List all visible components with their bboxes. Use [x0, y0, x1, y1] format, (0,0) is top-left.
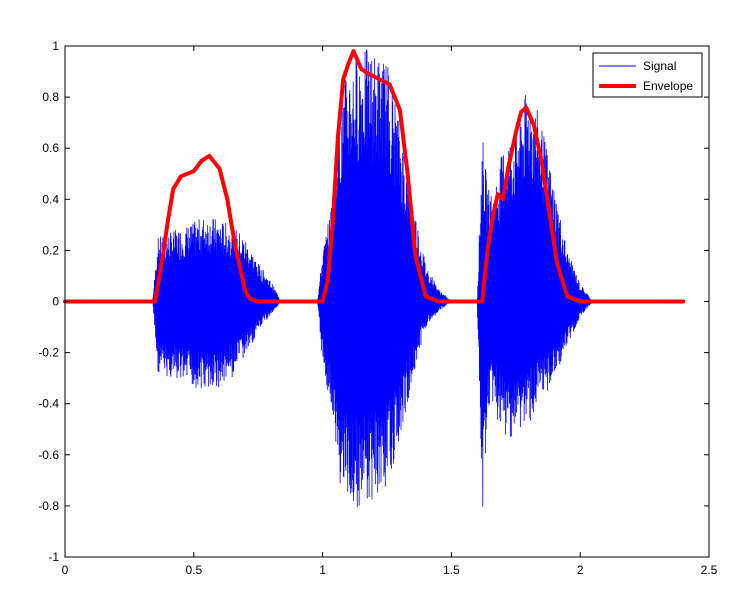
- x-tick-label: 0: [62, 563, 69, 577]
- envelope-line: [63, 49, 686, 304]
- y-tick-label: -1: [48, 550, 59, 564]
- y-tick-label: 0.2: [42, 243, 59, 257]
- y-tick-label: 0.8: [42, 90, 59, 104]
- legend-box: [592, 52, 703, 98]
- legend-signal-label: Signal: [643, 59, 676, 73]
- y-tick-label: -0.6: [38, 448, 59, 462]
- signal-layer: [65, 49, 684, 508]
- x-tick-label: 1.5: [443, 563, 460, 577]
- legend-envelope-label: Envelope: [643, 79, 693, 93]
- y-tick-label: -0.2: [38, 346, 59, 360]
- y-tick-label: 0.4: [42, 192, 59, 206]
- signal-line: [65, 49, 684, 508]
- y-axis-ticks: -1 -0.8 -0.6 -0.4 -0.2 0 0.2 0.4 0.6 0.8 1: [38, 39, 709, 564]
- y-tick-label: 0.6: [42, 141, 59, 155]
- y-tick-label: 0: [52, 295, 59, 309]
- x-tick-label: 2.5: [701, 563, 718, 577]
- x-tick-label: 1: [319, 563, 326, 577]
- y-tick-label: 1: [52, 39, 59, 53]
- envelope-layer: [63, 49, 686, 304]
- y-tick-label: -0.4: [38, 397, 59, 411]
- x-tick-label: 0.5: [185, 563, 202, 577]
- x-tick-label: 2: [577, 563, 584, 577]
- y-tick-label: -0.8: [38, 499, 59, 513]
- x-axis-ticks: 0 0.5 1 1.5 2 2.5: [62, 46, 718, 577]
- legend: Signal Envelope: [592, 52, 703, 98]
